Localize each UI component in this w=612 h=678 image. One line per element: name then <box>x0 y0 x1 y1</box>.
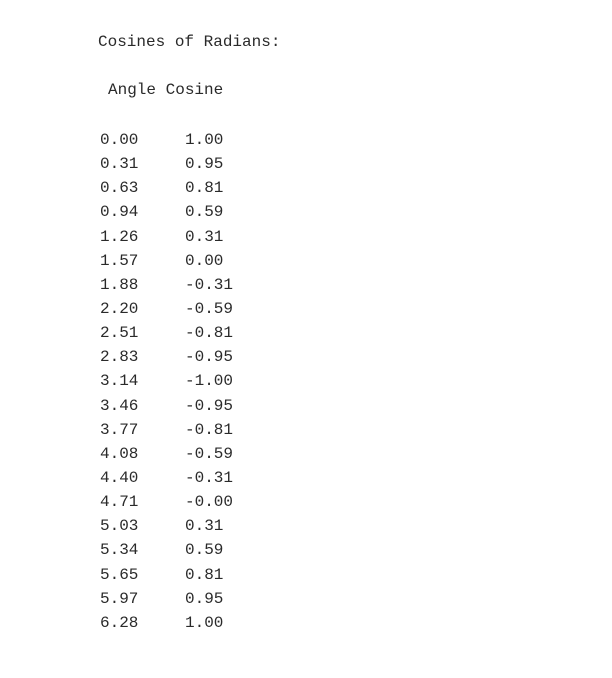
angle-cell: 1.26 <box>100 227 139 246</box>
table-row: 3.14 -1.00 <box>100 369 245 393</box>
table-row: 5.65 0.81 <box>100 563 245 587</box>
cosine-cell: -0.31 <box>185 468 234 487</box>
table-row: 3.46 -0.95 <box>100 394 245 418</box>
table-row: 0.00 1.00 <box>100 128 245 152</box>
table-row: 0.94 0.59 <box>100 200 245 224</box>
cosine-cell: -0.95 <box>185 396 234 415</box>
table-header: Angle Cosine <box>108 80 223 100</box>
table-row: 4.71 -0.00 <box>100 490 245 514</box>
table-row: 2.51 -0.81 <box>100 321 245 345</box>
cosine-cell: 0.81 <box>185 565 224 584</box>
angle-cell: 5.65 <box>100 565 139 584</box>
cosine-cell: -0.31 <box>185 275 234 294</box>
angle-cell: 1.57 <box>100 251 139 270</box>
cosine-cell: 0.31 <box>185 517 224 536</box>
cosine-cell: -0.59 <box>185 299 234 318</box>
table-row: 0.31 0.95 <box>100 152 245 176</box>
angle-cell: 0.63 <box>100 179 139 198</box>
cosine-table-body: 0.00 1.00 0.31 0.95 0.63 0.81 0.94 0.59 1.26 0.31… <box>100 128 245 638</box>
cosine-cell: 0.81 <box>185 179 224 198</box>
angle-cell: 0.31 <box>100 155 139 174</box>
angle-cell: 4.40 <box>100 468 139 487</box>
angle-cell: 2.83 <box>100 348 139 367</box>
angle-cell: 2.20 <box>100 299 139 318</box>
cosine-cell: -0.81 <box>185 420 234 439</box>
angle-cell: 4.71 <box>100 493 139 512</box>
angle-column-header: Angle <box>108 81 157 99</box>
cosine-cell: 0.95 <box>185 589 224 608</box>
table-row: 3.77 -0.81 <box>100 418 245 442</box>
cosine-cell: -0.95 <box>185 348 234 367</box>
angle-cell: 3.46 <box>100 396 139 415</box>
angle-cell: 3.14 <box>100 372 139 391</box>
angle-cell: 6.28 <box>100 613 139 632</box>
cosine-cell: -0.81 <box>185 324 234 343</box>
angle-cell: 5.34 <box>100 541 139 560</box>
table-row: 4.40 -0.31 <box>100 466 245 490</box>
angle-cell: 5.03 <box>100 517 139 536</box>
angle-cell: 4.08 <box>100 444 139 463</box>
angle-cell: 5.97 <box>100 589 139 608</box>
cosine-cell: -0.00 <box>185 493 234 512</box>
cosine-cell: -0.59 <box>185 444 234 463</box>
angle-cell: 0.94 <box>100 203 139 222</box>
table-row: 2.83 -0.95 <box>100 345 245 369</box>
table-row: 5.34 0.59 <box>100 538 245 562</box>
cosine-cell: -1.00 <box>185 372 234 391</box>
table-row: 4.08 -0.59 <box>100 442 245 466</box>
angle-cell: 0.00 <box>100 131 139 149</box>
table-row: 5.97 0.95 <box>100 587 245 611</box>
cosine-cell: 1.00 <box>185 131 224 149</box>
cosine-cell: 0.59 <box>185 203 224 222</box>
table-row: 1.57 0.00 <box>100 249 245 273</box>
table-row: 6.28 1.00 <box>100 611 245 635</box>
output-title: Cosines of Radians: <box>98 33 281 51</box>
angle-cell: 3.77 <box>100 420 139 439</box>
cosine-cell: 0.00 <box>185 251 224 270</box>
table-row: 0.63 0.81 <box>100 176 245 200</box>
table-row: 1.26 0.31 <box>100 225 245 249</box>
angle-cell: 1.88 <box>100 275 139 294</box>
cosine-cell: 1.00 <box>185 613 224 632</box>
cosine-cell: 0.59 <box>185 541 224 560</box>
cosine-column-header: Cosine <box>165 81 224 99</box>
table-row: 1.88 -0.31 <box>100 273 245 297</box>
cosine-cell: 0.95 <box>185 155 224 174</box>
angle-cell: 2.51 <box>100 324 139 343</box>
cosine-cell: 0.31 <box>185 227 224 246</box>
table-row: 5.03 0.31 <box>100 514 245 538</box>
table-row: 2.20 -0.59 <box>100 297 245 321</box>
